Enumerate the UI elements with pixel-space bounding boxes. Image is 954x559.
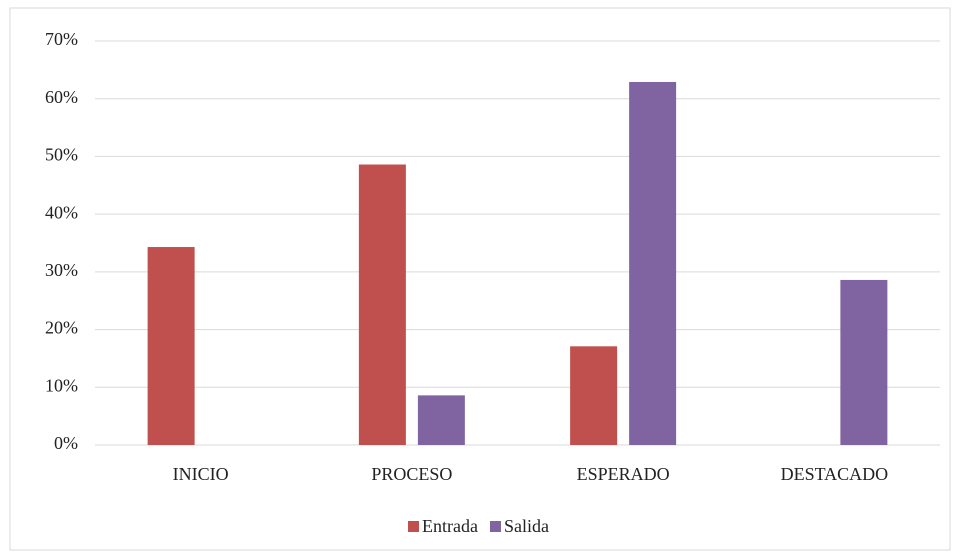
x-tick-label: PROCESO bbox=[371, 464, 452, 484]
y-tick-label: 50% bbox=[45, 145, 78, 165]
legend-swatch bbox=[489, 521, 501, 532]
x-tick-label: DESTACADO bbox=[781, 464, 889, 484]
x-tick-label: INICIO bbox=[173, 464, 229, 484]
bar bbox=[629, 81, 677, 445]
legend-label: Entrada bbox=[422, 516, 478, 536]
y-tick-label: 70% bbox=[45, 29, 78, 49]
y-tick-label: 30% bbox=[45, 260, 78, 280]
bar bbox=[147, 247, 195, 445]
y-tick-label: 0% bbox=[54, 433, 78, 453]
bar bbox=[570, 346, 618, 445]
x-tick-label: ESPERADO bbox=[577, 464, 670, 484]
bar bbox=[417, 395, 465, 445]
y-tick-label: 10% bbox=[45, 375, 78, 395]
y-tick-label: 60% bbox=[45, 87, 78, 107]
bar bbox=[358, 164, 406, 445]
y-tick-label: 20% bbox=[45, 318, 78, 338]
legend-swatch bbox=[408, 521, 419, 532]
bar bbox=[840, 279, 888, 445]
legend-label: Salida bbox=[504, 516, 549, 536]
y-tick-label: 40% bbox=[45, 202, 78, 222]
